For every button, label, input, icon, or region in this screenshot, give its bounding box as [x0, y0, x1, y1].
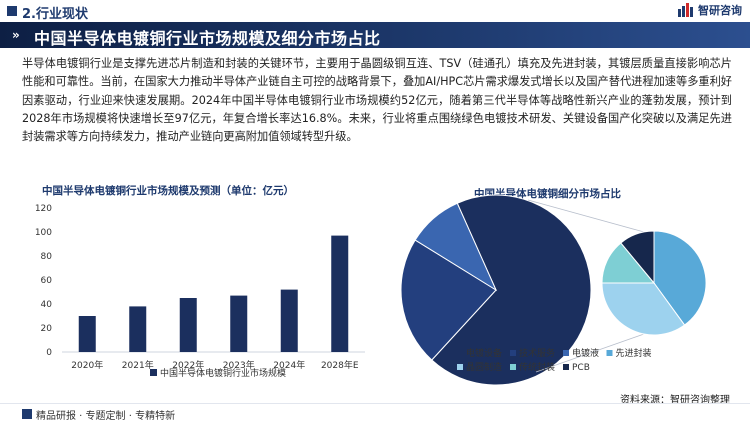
y-tick-label: 60: [41, 276, 53, 286]
pie-legend-swatch: [510, 350, 516, 356]
bar-chart-title: 中国半导体电镀铜行业市场规模及预测（单位：亿元）: [42, 185, 294, 197]
section-marker-icon: [7, 6, 17, 16]
bar-legend-swatch: [150, 369, 157, 376]
pie-slice-电镀设备: [431, 194, 592, 386]
top-bar: 2.行业现状 智研咨询: [0, 0, 750, 22]
subpie-slice-晶圆制造: [601, 282, 686, 336]
pie-legend-label: 传统封装: [519, 361, 555, 373]
bar-2028年E: [331, 235, 349, 352]
x-tick-label: 2020年: [71, 359, 103, 371]
pie-legend-label: PCB: [572, 363, 590, 373]
bar-legend-label: 中国半导体电镀铜行业市场规模: [160, 367, 286, 379]
brand: 智研咨询: [678, 2, 742, 18]
page-title: 中国半导体电镀铜行业市场规模及细分市场占比: [34, 29, 381, 48]
x-tick-label: 2023年: [223, 359, 255, 371]
pie-legend-label: 晶圆制造: [466, 361, 502, 373]
double-chevron-icon: »: [12, 28, 20, 42]
pie-legend-swatch: [606, 350, 613, 356]
y-tick-label: 20: [41, 324, 53, 334]
pie-legend-swatch: [457, 350, 463, 356]
intro-paragraph: 半导体电镀铜行业是支撑先进芯片制造和封装的关键环节，主要用于晶圆级铜互连、TSV…: [22, 57, 732, 144]
y-tick-label: 40: [41, 300, 53, 310]
subpie-slice-PCB: [620, 230, 655, 285]
pie-legend-label: 电镀液: [572, 347, 599, 359]
pie-legend-swatch: [563, 350, 569, 356]
bar-2021年: [129, 306, 147, 352]
bar-2024年: [280, 289, 298, 352]
y-tick-label: 80: [41, 252, 53, 262]
pie-slice-电镀液: [414, 202, 498, 292]
x-tick-label: 2022年: [172, 359, 204, 371]
title-bar: » 中国半导体电镀铜行业市场规模及细分市场占比: [0, 22, 750, 48]
connector-line-bottom: [535, 333, 645, 373]
x-tick-label: 2021年: [122, 359, 154, 371]
pie-slice-技术服务: [400, 239, 497, 361]
y-tick-label: 100: [35, 228, 52, 238]
pie-legend-swatch: [510, 364, 516, 370]
bar-2022年: [179, 298, 197, 352]
bar-2020年: [78, 316, 96, 352]
brand-logo-icon: [678, 3, 693, 17]
pie-legend-label: 电镀设备: [466, 347, 502, 359]
brand-name: 智研咨询: [698, 4, 742, 17]
footer-marker-icon: [22, 409, 32, 419]
subpie-slice-先进封装: [653, 230, 707, 326]
bar-2023年: [230, 295, 248, 352]
y-tick-label: 0: [46, 348, 52, 358]
pie-legend-swatch: [563, 364, 569, 370]
section-label: 2.行业现状: [22, 7, 88, 22]
x-tick-label: 2024年: [273, 359, 305, 371]
pie-legend-label: 先进封装: [616, 347, 652, 359]
connector-line-top: [527, 199, 645, 233]
source-note: 资料来源：智研咨询整理: [620, 395, 730, 406]
pie-legend-swatch: [457, 364, 463, 370]
y-tick-label: 120: [35, 204, 52, 214]
pie-legend-label: 技术服务: [519, 347, 555, 359]
x-tick-label: 2028年E: [321, 359, 359, 371]
footer-motto: 精品研报 · 专题定制 · 专精特新: [36, 411, 176, 422]
footer-bar: 精品研报 · 专题定制 · 专精特新: [0, 403, 750, 423]
